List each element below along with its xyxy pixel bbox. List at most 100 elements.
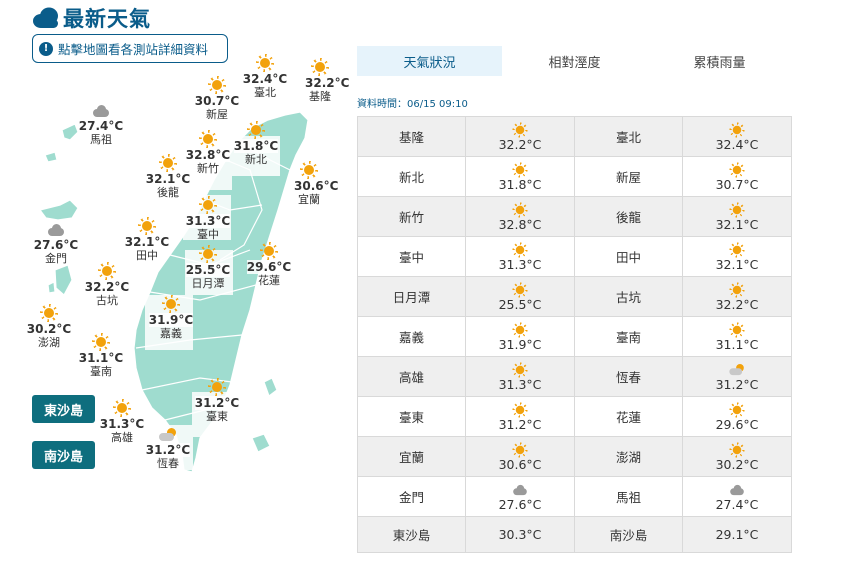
station-reading-cell: 31.3°C — [465, 356, 575, 397]
map-marker-hengchun[interactable]: 31.2°C 恆春 — [138, 427, 198, 471]
map-marker-keelung[interactable]: 32.2°C 基隆 — [290, 58, 350, 104]
station-name-cell[interactable]: 金門 — [357, 476, 466, 517]
sunny-icon — [311, 58, 329, 76]
station-name-cell[interactable]: 東沙島 — [357, 516, 466, 553]
station-reading-cell: 29.1°C — [682, 516, 792, 553]
sunny-icon — [199, 196, 217, 214]
temperature-value: 31.9°C — [498, 336, 542, 352]
table-row: 臺東 31.2°C 花蓮 29.6°C — [357, 396, 792, 437]
station-name-cell[interactable]: 新竹 — [357, 196, 466, 237]
station-name-cell[interactable]: 後龍 — [574, 196, 683, 237]
station-name-cell[interactable]: 日月潭 — [357, 276, 466, 317]
station-reading-cell: 32.8°C — [465, 196, 575, 237]
map-marker-gukeng[interactable]: 32.2°C 古坑 — [77, 262, 137, 308]
partly-cloudy-icon — [158, 427, 178, 443]
map-marker-matsu[interactable]: 27.4°C 馬祖 — [71, 103, 131, 147]
tab-accumulated-rainfall[interactable]: 累積雨量 — [693, 55, 746, 71]
station-name-cell[interactable]: 臺南 — [574, 316, 683, 357]
table-row: 新竹 32.8°C 後龍 32.1°C — [357, 196, 792, 237]
station-name-cell[interactable]: 高雄 — [357, 356, 466, 397]
sunny-icon — [729, 162, 744, 177]
station-name-cell[interactable]: 馬祖 — [574, 476, 683, 517]
table-row: 臺中 31.3°C 田中 32.1°C — [357, 236, 792, 277]
sunny-icon — [512, 362, 527, 377]
temperature-value: 31.2°C — [498, 416, 542, 432]
map-marker-kinmen[interactable]: 27.6°C 金門 — [26, 222, 86, 266]
map-hint-label: 點擊地圖看各測站詳細資料 — [58, 42, 209, 57]
station-name-cell[interactable]: 澎湖 — [574, 436, 683, 477]
dongsha-island-button[interactable]: 東沙島 — [32, 395, 95, 423]
tab-relative-humidity[interactable]: 相對溼度 — [548, 55, 601, 71]
nansha-island-button[interactable]: 南沙島 — [32, 441, 95, 469]
map-marker-chiayi[interactable]: 31.9°C 嘉義 — [141, 295, 201, 341]
sunny-icon — [208, 378, 226, 396]
station-reading-cell: 32.1°C — [682, 236, 792, 277]
sunny-icon — [300, 161, 318, 179]
station-name-cell[interactable]: 臺東 — [357, 396, 466, 437]
station-name-cell[interactable]: 宜蘭 — [357, 436, 466, 477]
station-reading-cell: 32.2°C — [465, 116, 575, 157]
temperature-value: 32.8°C — [498, 216, 542, 232]
temperature-value: 32.1°C — [715, 216, 759, 232]
tab-weather-status[interactable]: 天氣狀況 — [357, 46, 502, 76]
map-marker-kaohsiung[interactable]: 31.3°C 高雄 — [92, 399, 152, 445]
map-marker-taitung[interactable]: 31.2°C 臺東 — [187, 378, 247, 424]
map-marker-yilan[interactable]: 30.6°C 宜蘭 — [279, 161, 339, 207]
map-marker-tainan[interactable]: 31.1°C 臺南 — [71, 333, 131, 379]
table-row: 東沙島 30.3°C 南沙島 29.1°C — [357, 516, 792, 553]
station-reading-cell: 31.9°C — [465, 316, 575, 357]
temperature-value: 29.6°C — [715, 416, 759, 432]
map-marker-taipei[interactable]: 32.4°C 臺北 — [235, 54, 295, 100]
cloudy-icon — [46, 222, 66, 238]
station-name-cell[interactable]: 臺中 — [357, 236, 466, 277]
map-marker-new-taipei[interactable]: 31.8°C 新北 — [226, 121, 286, 167]
station-name-cell[interactable]: 田中 — [574, 236, 683, 277]
station-name-cell[interactable]: 新屋 — [574, 156, 683, 197]
station-name-cell[interactable]: 臺北 — [574, 116, 683, 157]
temperature-value: 25.5°C — [498, 296, 542, 312]
map-marker-hualien[interactable]: 29.6°C 花蓮 — [239, 242, 299, 288]
station-name-cell[interactable]: 基隆 — [357, 116, 466, 157]
map-marker-sun-moon-lake[interactable]: 25.5°C 日月潭 — [178, 245, 238, 291]
station-reading-cell: 32.2°C — [682, 276, 792, 317]
station-name-cell[interactable]: 花蓮 — [574, 396, 683, 437]
station-name-cell[interactable]: 嘉義 — [357, 316, 466, 357]
station-name-cell[interactable]: 新北 — [357, 156, 466, 197]
map-marker-taichung[interactable]: 31.3°C 臺中 — [178, 196, 238, 242]
map-marker-penghu[interactable]: 30.2°C 澎湖 — [19, 304, 79, 350]
map-marker-tianzhong[interactable]: 32.1°C 田中 — [117, 217, 177, 263]
cloudy-icon — [512, 483, 529, 497]
station-reading-cell: 30.6°C — [465, 436, 575, 477]
station-reading-cell: 27.6°C — [465, 476, 575, 517]
temperature-value: 31.8°C — [498, 176, 542, 192]
page-header: 最新天氣 — [32, 4, 151, 32]
sunny-icon — [208, 76, 226, 94]
station-name-cell[interactable]: 古坑 — [574, 276, 683, 317]
temperature-value: 31.3°C — [498, 376, 542, 392]
station-name-cell[interactable]: 恆春 — [574, 356, 683, 397]
station-name-cell[interactable]: 南沙島 — [574, 516, 683, 553]
sunny-icon — [729, 202, 744, 217]
sunny-icon — [512, 402, 527, 417]
sunny-icon — [40, 304, 58, 322]
sunny-icon — [729, 282, 744, 297]
sunny-icon — [98, 262, 116, 280]
taiwan-map[interactable]: 32.4°C 臺北 32.2°C 基隆 30.7°C 新屋 27.4°C 馬祖 … — [0, 58, 350, 579]
station-reading-cell: 27.4°C — [682, 476, 792, 517]
map-hint-button[interactable]: ! 點擊地圖看各測站詳細資料 — [32, 34, 228, 63]
table-row: 日月潭 25.5°C 古坑 32.2°C — [357, 276, 792, 317]
temperature-value: 32.2°C — [498, 136, 542, 152]
sunny-icon — [729, 322, 744, 337]
sunny-icon — [247, 121, 265, 139]
map-marker-hsinchu[interactable]: 32.8°C 新竹 — [178, 130, 238, 176]
temperature-value: 27.4°C — [715, 496, 759, 512]
station-reading-cell: 31.8°C — [465, 156, 575, 197]
temperature-value: 30.7°C — [715, 176, 759, 192]
sunny-icon — [113, 399, 131, 417]
sunny-icon — [199, 130, 217, 148]
temperature-value: 31.3°C — [498, 256, 542, 272]
station-table: 基隆 32.2°C 臺北 32.4°C 新北 31.8°C 新屋 30.7°C 新竹 32.8°C… — [357, 116, 792, 553]
sunny-icon — [199, 245, 217, 263]
map-marker-xinwu[interactable]: 30.7°C 新屋 — [187, 76, 247, 122]
map-marker-houlong[interactable]: 32.1°C 後龍 — [138, 154, 198, 200]
